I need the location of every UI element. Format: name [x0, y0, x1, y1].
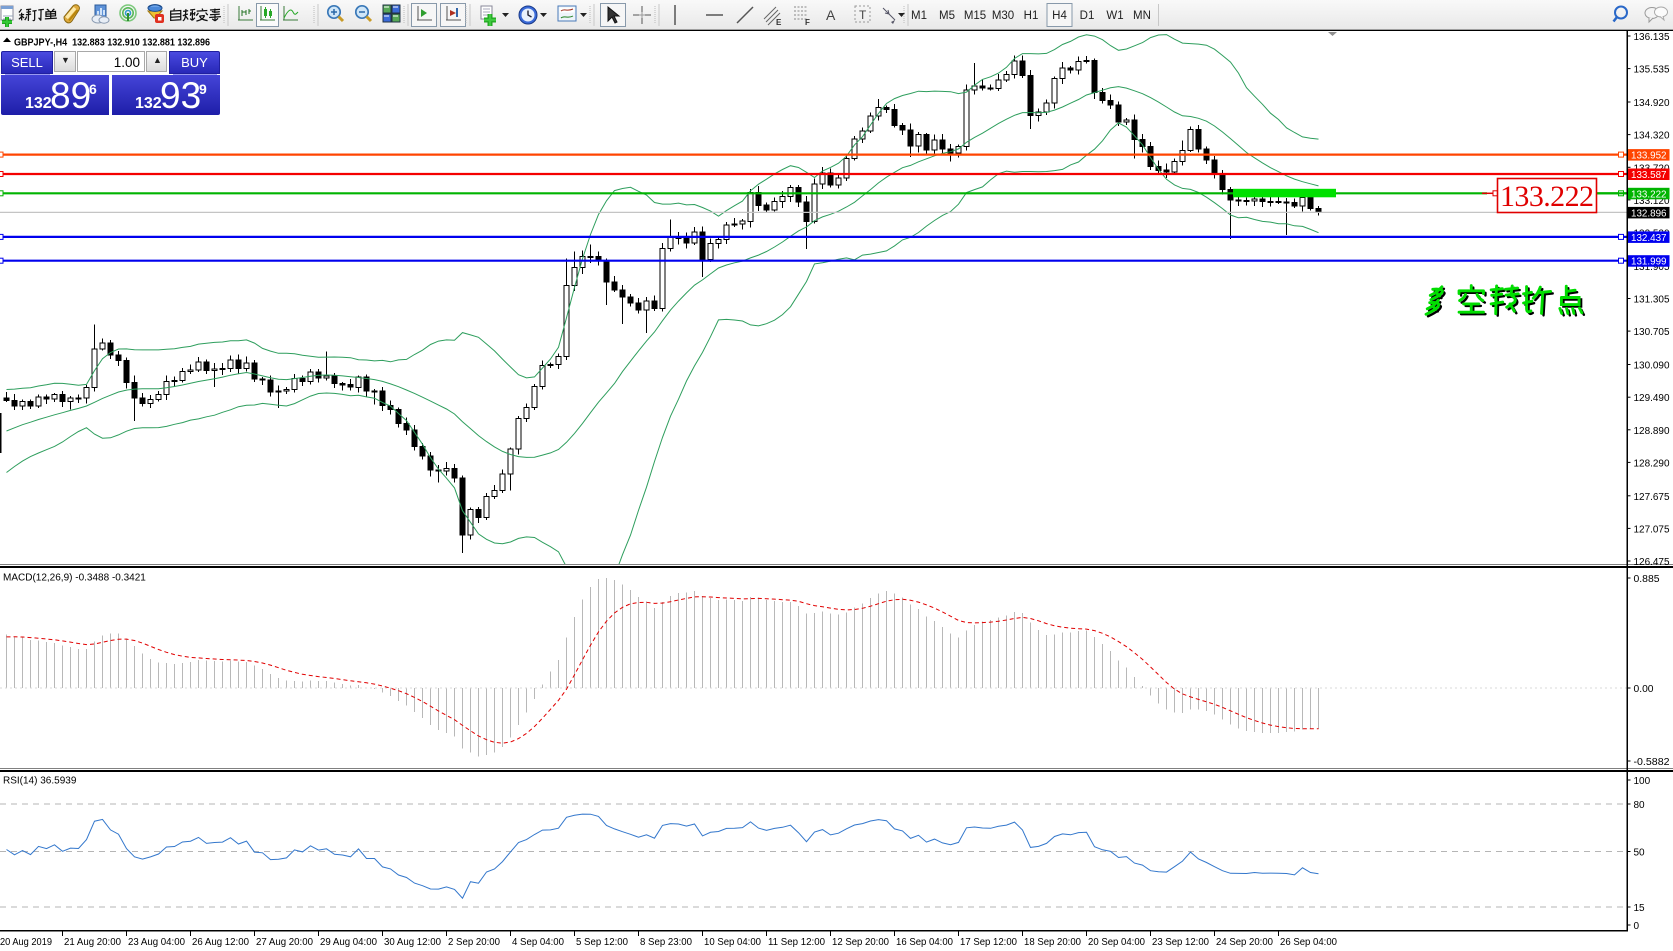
svg-text:H4: H4: [1052, 10, 1067, 22]
svg-text:134.320: 134.320: [1634, 131, 1670, 142]
svg-text:8 Sep 23:00: 8 Sep 23:00: [640, 937, 692, 948]
svg-text:134.920: 134.920: [1634, 98, 1670, 109]
svg-text:130.705: 130.705: [1634, 327, 1670, 338]
svg-text:30 Aug 12:00: 30 Aug 12:00: [384, 937, 441, 948]
svg-text:24 Sep 20:00: 24 Sep 20:00: [1216, 937, 1273, 948]
svg-text:M30: M30: [992, 10, 1014, 22]
svg-text:127.675: 127.675: [1634, 492, 1670, 503]
svg-text:W1: W1: [1106, 10, 1123, 22]
svg-text:132.437: 132.437: [1631, 233, 1667, 244]
svg-text:131.905: 131.905: [1634, 262, 1670, 273]
svg-text:131.999: 131.999: [1631, 257, 1667, 268]
svg-text:M15: M15: [964, 10, 986, 22]
svg-text:126.475: 126.475: [1634, 557, 1670, 568]
svg-text:20 Sep 04:00: 20 Sep 04:00: [1088, 937, 1145, 948]
svg-text:11 Sep 12:00: 11 Sep 12:00: [768, 937, 825, 948]
svg-text:RSI(14) 36.5939: RSI(14) 36.5939: [3, 776, 77, 787]
svg-text:133.222: 133.222: [1500, 180, 1594, 213]
svg-text:10 Sep 04:00: 10 Sep 04:00: [704, 937, 761, 948]
svg-text:50: 50: [1634, 848, 1646, 859]
svg-text:128.890: 128.890: [1634, 426, 1670, 437]
svg-text:27 Aug 20:00: 27 Aug 20:00: [256, 937, 313, 948]
svg-text:127.075: 127.075: [1634, 524, 1670, 535]
svg-text:0: 0: [1634, 921, 1640, 932]
svg-text:5 Sep 12:00: 5 Sep 12:00: [576, 937, 628, 948]
svg-text:133.587: 133.587: [1631, 170, 1667, 181]
svg-text:136.135: 136.135: [1634, 32, 1670, 43]
svg-text:15: 15: [1634, 903, 1646, 914]
svg-text:23 Aug 04:00: 23 Aug 04:00: [128, 937, 185, 948]
svg-text:17 Sep 12:00: 17 Sep 12:00: [960, 937, 1017, 948]
svg-text:T: T: [859, 8, 867, 22]
svg-text:128.290: 128.290: [1634, 458, 1670, 469]
svg-text:130.090: 130.090: [1634, 361, 1670, 372]
svg-text:20 Aug 2019: 20 Aug 2019: [0, 937, 52, 948]
svg-text:F: F: [805, 18, 810, 27]
svg-text:M1: M1: [911, 10, 927, 22]
svg-text:12 Sep 20:00: 12 Sep 20:00: [832, 937, 889, 948]
svg-text:M5: M5: [939, 10, 955, 22]
svg-text:0.00: 0.00: [1634, 684, 1654, 695]
svg-text:18 Sep 20:00: 18 Sep 20:00: [1024, 937, 1081, 948]
svg-text:16 Sep 04:00: 16 Sep 04:00: [896, 937, 953, 948]
svg-text:133.120: 133.120: [1634, 196, 1670, 207]
svg-text:21 Aug 20:00: 21 Aug 20:00: [64, 937, 121, 948]
svg-text:0.885: 0.885: [1634, 574, 1660, 585]
svg-text:26 Sep 04:00: 26 Sep 04:00: [1280, 937, 1337, 948]
svg-text:129.490: 129.490: [1634, 393, 1670, 404]
svg-text:E: E: [776, 18, 782, 27]
svg-text:4 Sep 04:00: 4 Sep 04:00: [512, 937, 564, 948]
svg-text:-0.5882: -0.5882: [1634, 757, 1670, 768]
svg-text:MACD(12,26,9) -0.3488 -0.3421: MACD(12,26,9) -0.3488 -0.3421: [3, 573, 146, 584]
svg-text:29 Aug 04:00: 29 Aug 04:00: [320, 937, 377, 948]
svg-text:MN: MN: [1133, 10, 1151, 22]
svg-text:133.952: 133.952: [1631, 151, 1667, 162]
svg-text:A: A: [826, 7, 836, 23]
svg-text:131.305: 131.305: [1634, 295, 1670, 306]
svg-text:135.535: 135.535: [1634, 65, 1670, 76]
svg-text:133.222: 133.222: [1631, 189, 1667, 200]
svg-text:GBPJPY-,H4 132.883 132.910 13: GBPJPY-,H4 132.883 132.910 132.881 132.8…: [14, 37, 210, 49]
svg-text:26 Aug 12:00: 26 Aug 12:00: [192, 937, 249, 948]
svg-text:100: 100: [1634, 776, 1651, 787]
svg-text:2 Sep 20:00: 2 Sep 20:00: [448, 937, 500, 948]
svg-text:132.896: 132.896: [1631, 208, 1667, 219]
svg-text:D1: D1: [1080, 10, 1095, 22]
svg-text:80: 80: [1634, 800, 1646, 811]
svg-text:H1: H1: [1024, 10, 1039, 22]
svg-text:23 Sep 12:00: 23 Sep 12:00: [1152, 937, 1209, 948]
